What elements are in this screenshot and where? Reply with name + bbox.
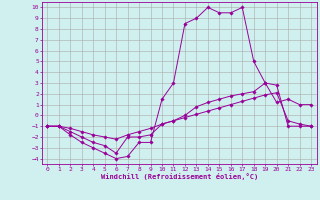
X-axis label: Windchill (Refroidissement éolien,°C): Windchill (Refroidissement éolien,°C) [100,173,258,180]
